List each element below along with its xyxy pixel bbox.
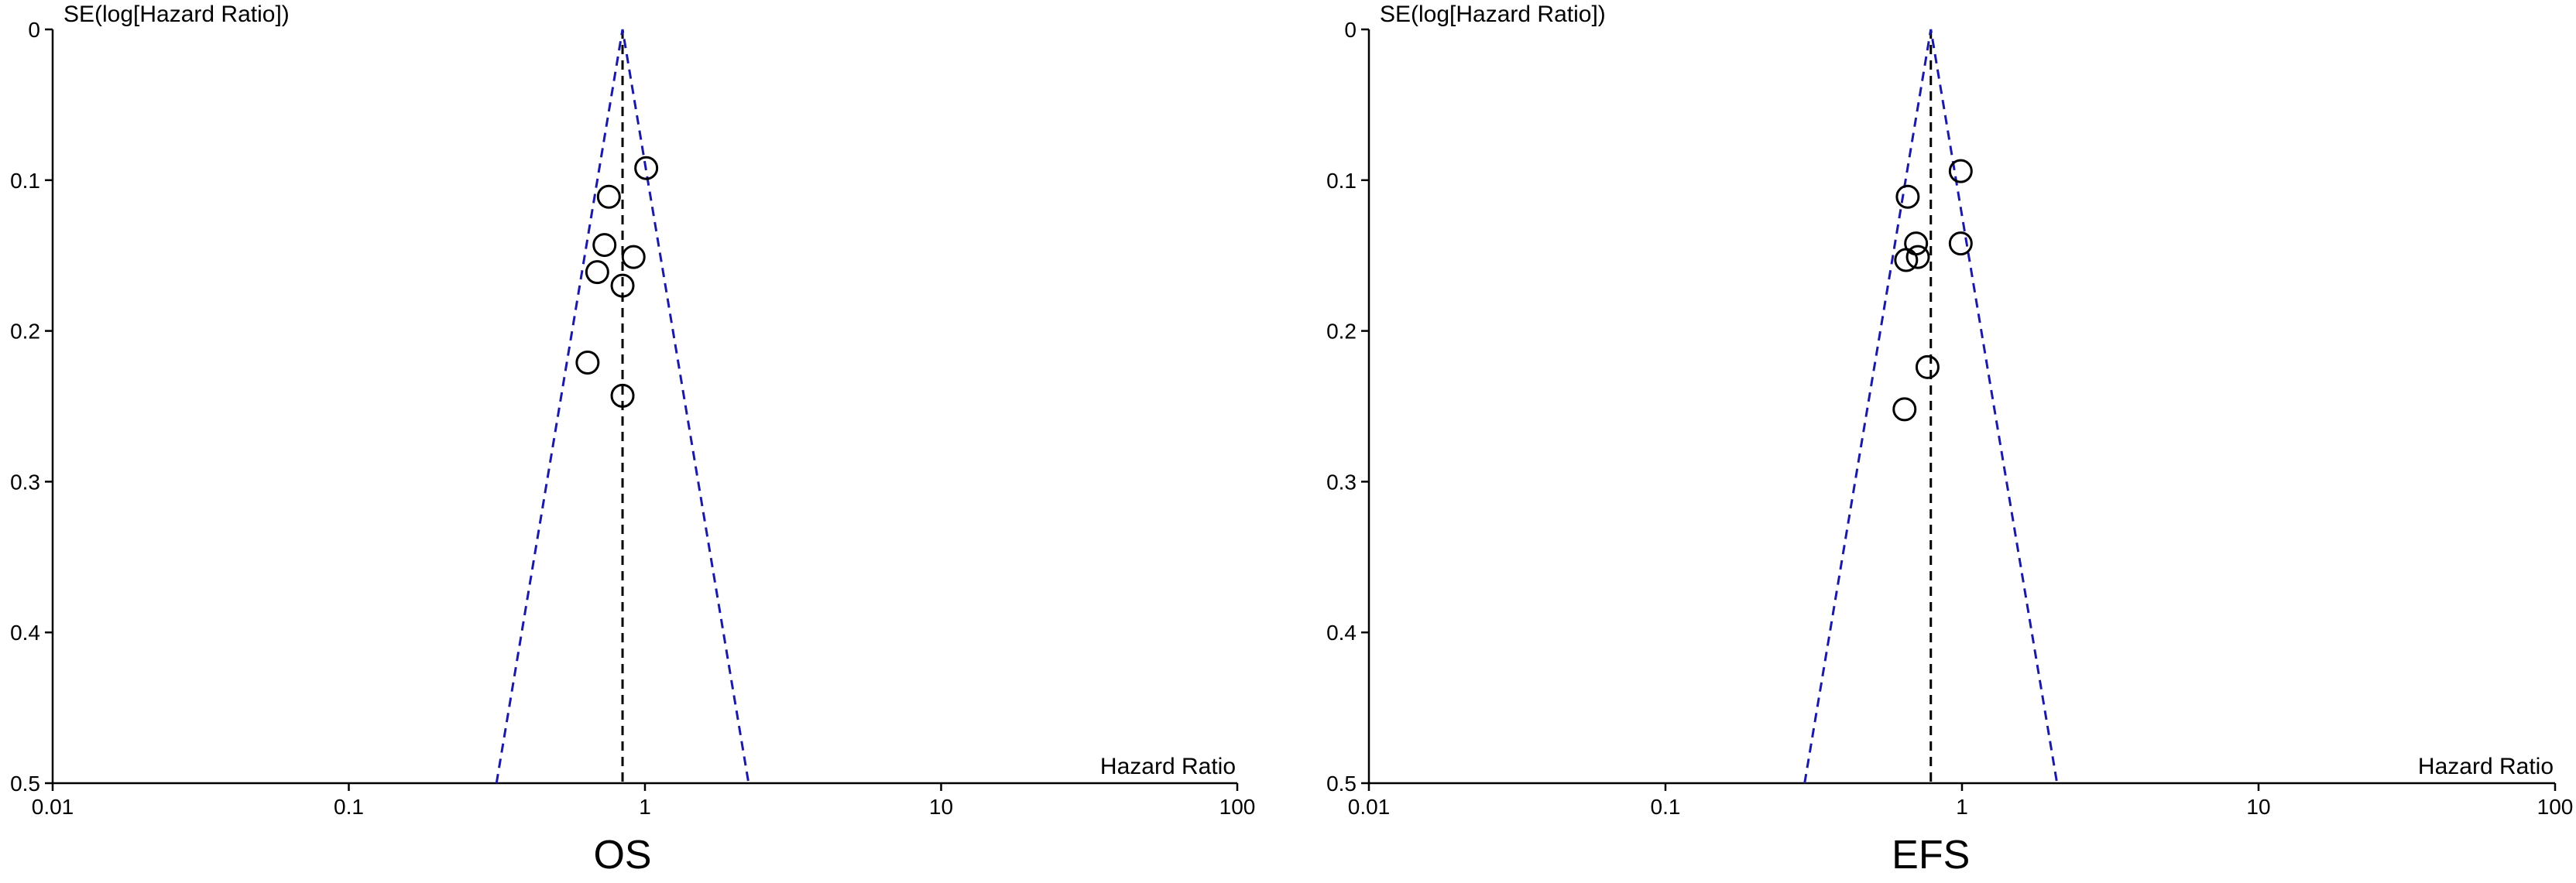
study-point: [621, 245, 646, 269]
y-tick-label: 0.3: [1326, 470, 1357, 494]
x-tick-label: 100: [1219, 795, 1256, 819]
x-tick-label: 10: [2246, 795, 2270, 819]
study-point: [1915, 354, 1940, 379]
y-tick-label: 0: [28, 18, 40, 42]
y-axis-title: SE(log[Hazard Ratio]): [63, 2, 290, 27]
x-tick-label: 100: [2537, 795, 2574, 819]
x-tick-label: 1: [639, 795, 651, 819]
x-tick-label: 0.01: [32, 795, 74, 819]
x-tick-label: 0.1: [1651, 795, 1681, 819]
study-point: [634, 156, 659, 180]
y-tick-label: 0.2: [1326, 320, 1357, 344]
x-tick-label: 10: [929, 795, 953, 819]
y-tick-label: 0.4: [10, 621, 40, 645]
study-point: [1948, 231, 1973, 256]
y-tick-label: 0.2: [10, 320, 40, 344]
y-tick-label: 0.3: [10, 470, 40, 494]
study-point: [1905, 245, 1930, 269]
study-point: [585, 260, 609, 285]
study-point: [1892, 397, 1917, 422]
funnel-limits: [495, 29, 750, 784]
y-tick-label: 0.1: [10, 169, 40, 193]
study-point: [610, 383, 635, 408]
study-point: [575, 351, 600, 375]
y-tick-label: 0: [1344, 18, 1357, 42]
study-point: [592, 233, 617, 258]
study-point: [610, 273, 635, 298]
funnel-limits: [1803, 29, 2059, 784]
study-point: [1894, 248, 1919, 272]
x-axis-title: Hazard Ratio: [1100, 754, 1236, 779]
x-tick-label: 1: [1956, 795, 1968, 819]
y-axis-title: SE(log[Hazard Ratio]): [1380, 2, 1606, 27]
study-point: [1948, 159, 1973, 183]
x-tick-label: 0.01: [1348, 795, 1391, 819]
study-point: [596, 184, 621, 209]
y-tick-label: 0.5: [1326, 772, 1357, 796]
y-tick-label: 0.4: [1326, 621, 1357, 645]
y-tick-label: 0.5: [10, 772, 40, 796]
subtitle: OS: [593, 833, 651, 878]
y-tick-label: 0.1: [1326, 169, 1357, 193]
x-axis-title: Hazard Ratio: [2418, 754, 2554, 779]
x-tick-label: 0.1: [334, 795, 364, 819]
subtitle: EFS: [1892, 833, 1970, 878]
study-point: [1895, 184, 1920, 209]
